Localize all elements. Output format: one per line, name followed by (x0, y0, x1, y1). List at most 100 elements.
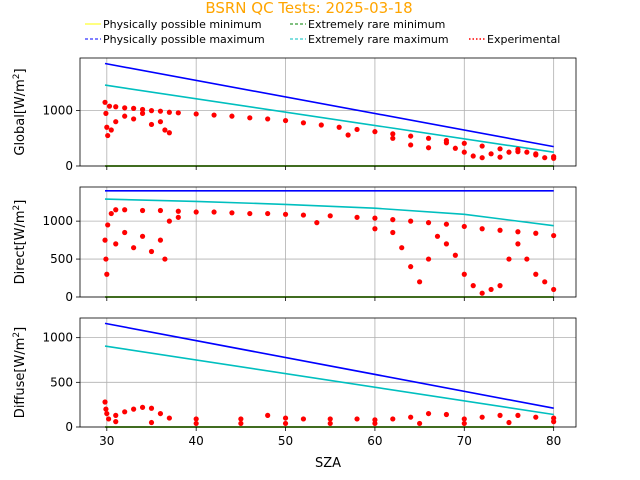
y-axis-label-superscript: 2 (12, 332, 22, 338)
data-point (506, 256, 512, 262)
data-point (113, 104, 119, 110)
data-point (282, 415, 289, 421)
data-point (408, 133, 414, 139)
data-point (479, 414, 485, 420)
data-point (515, 229, 521, 235)
data-point (390, 416, 396, 422)
data-point (229, 210, 235, 216)
data-point (131, 105, 137, 111)
data-point (162, 256, 168, 262)
legend-label-phys-max: Physically possible maximum (103, 33, 265, 46)
data-point (515, 412, 521, 418)
data-point (105, 222, 111, 228)
panel-3: 30 40 50 60 70 80 0 500 1000 Diffuse[W/m2] (12, 317, 577, 448)
data-point (551, 419, 557, 425)
axes-frame (79, 186, 577, 298)
y-axis-label-text: Direct[W/m (13, 210, 28, 284)
data-point (390, 217, 396, 223)
data-point (425, 145, 432, 151)
data-point (497, 412, 503, 418)
data-point (443, 241, 450, 247)
data-point (105, 132, 111, 139)
y-axis-label-close: ] (13, 68, 28, 73)
data-point (193, 420, 199, 427)
data-point (108, 127, 114, 133)
data-point (148, 108, 155, 114)
data-point (247, 210, 253, 217)
data-point (282, 117, 289, 124)
x-tick-label: 30 (99, 434, 114, 448)
data-point (300, 416, 307, 422)
data-point (515, 241, 521, 247)
series-line-physically-possible-maximum (104, 322, 554, 409)
legend-entry-rare-min: Extremely rare minimum (290, 18, 445, 31)
panel-1: 0 1000 Global[W/m2] (12, 57, 577, 173)
data-point (238, 416, 244, 422)
data-point (336, 124, 342, 130)
data-point (282, 211, 289, 217)
data-point (139, 106, 146, 113)
series-line-extremely-rare-maximum (104, 198, 554, 227)
data-point (497, 283, 503, 289)
data-point (104, 124, 110, 130)
data-point (148, 419, 155, 426)
data-point (479, 290, 485, 296)
data-point (148, 248, 155, 255)
y-axis-label-close: ] (13, 327, 28, 332)
data-point (390, 135, 396, 141)
series-experimental-points (102, 399, 557, 427)
data-point (372, 420, 378, 427)
y-tick-label: 500 (50, 252, 73, 266)
data-point (148, 405, 155, 411)
x-tick-label: 70 (457, 434, 472, 448)
data-point (551, 155, 557, 161)
data-point (425, 220, 432, 226)
data-point (533, 230, 539, 236)
legend-entry-rare-max: Extremely rare maximum (290, 33, 449, 46)
data-point (175, 110, 181, 116)
data-point (390, 131, 396, 137)
data-point (157, 410, 164, 417)
data-point (345, 132, 351, 138)
data-point (122, 105, 128, 111)
data-point (282, 420, 289, 427)
data-point (148, 121, 155, 128)
axes-frame (79, 57, 577, 167)
data-point (166, 109, 172, 115)
data-point (166, 130, 172, 136)
data-point (354, 126, 360, 133)
data-point (488, 286, 494, 293)
data-point (102, 99, 108, 105)
data-point (372, 129, 378, 135)
series-line-extremely-rare-maximum (104, 84, 554, 153)
data-point (479, 226, 485, 232)
y-axis-label-close: ] (13, 200, 28, 205)
y-axis-label-text: Diffuse[W/m (13, 338, 28, 419)
data-point (542, 155, 548, 161)
data-point (103, 406, 109, 412)
data-point (408, 264, 414, 270)
panel-2: 0 500 1000 Direct[W/m2] (12, 186, 577, 304)
data-point (408, 414, 414, 420)
data-point (327, 416, 333, 422)
series-line-extremely-rare-maximum (104, 345, 554, 416)
data-point (162, 127, 168, 133)
y-tick-label: 1000 (42, 104, 73, 118)
data-point (175, 214, 181, 220)
y-axis-label: Diffuse[W/m2] (12, 327, 28, 418)
data-point (461, 420, 467, 427)
legend-entry-experimental: Experimental (469, 33, 560, 46)
data-point (122, 409, 128, 415)
axes-frame (79, 317, 577, 428)
data-point (108, 210, 114, 217)
data-point (443, 411, 450, 418)
data-point (452, 145, 458, 151)
data-point (102, 237, 108, 243)
legend-entry-phys-max: Physically possible maximum (85, 33, 265, 46)
data-point (122, 229, 128, 236)
legend-entry-phys-min: Physically possible minimum (85, 18, 262, 31)
data-point (524, 256, 530, 262)
y-axis-label-superscript: 2 (12, 205, 22, 211)
